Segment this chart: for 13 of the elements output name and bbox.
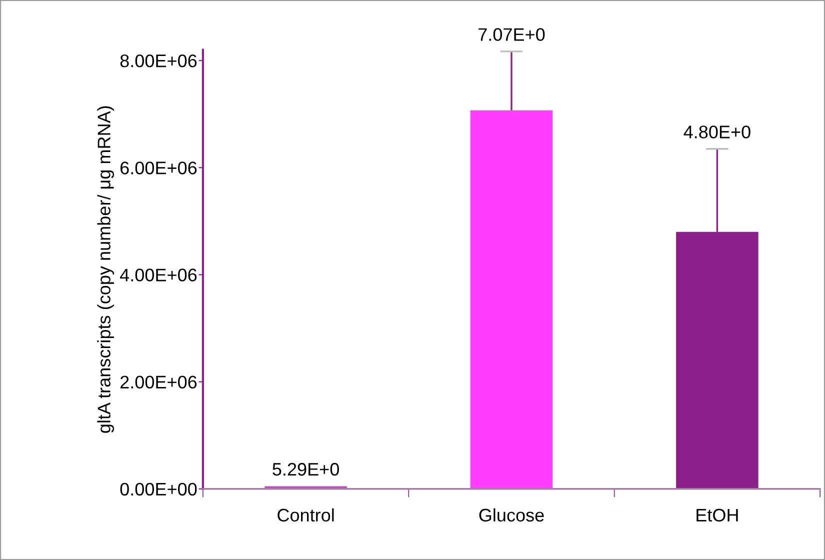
- y-tick-label: 4.00E+06: [120, 268, 197, 282]
- y-axis-title: gltA transcripts (copy number/ μg mRNA): [97, 106, 114, 433]
- x-tick-label: Control: [278, 508, 334, 522]
- y-tick-label: 8.00E+06: [120, 54, 197, 68]
- y-tick-label: 6.00E+06: [120, 162, 197, 174]
- x-tick-label: Glucose: [479, 508, 544, 522]
- y-tick-label: 2.00E+06: [120, 376, 197, 389]
- annotation: 4.80E+0: [684, 126, 750, 138]
- y-tick-label: 0.00E+00: [120, 482, 197, 496]
- annotation: 7.07E+0: [478, 28, 545, 41]
- annotation: 5.29E+0: [272, 462, 339, 476]
- bar: [470, 110, 553, 489]
- x-tick-label: EtOH: [696, 508, 738, 522]
